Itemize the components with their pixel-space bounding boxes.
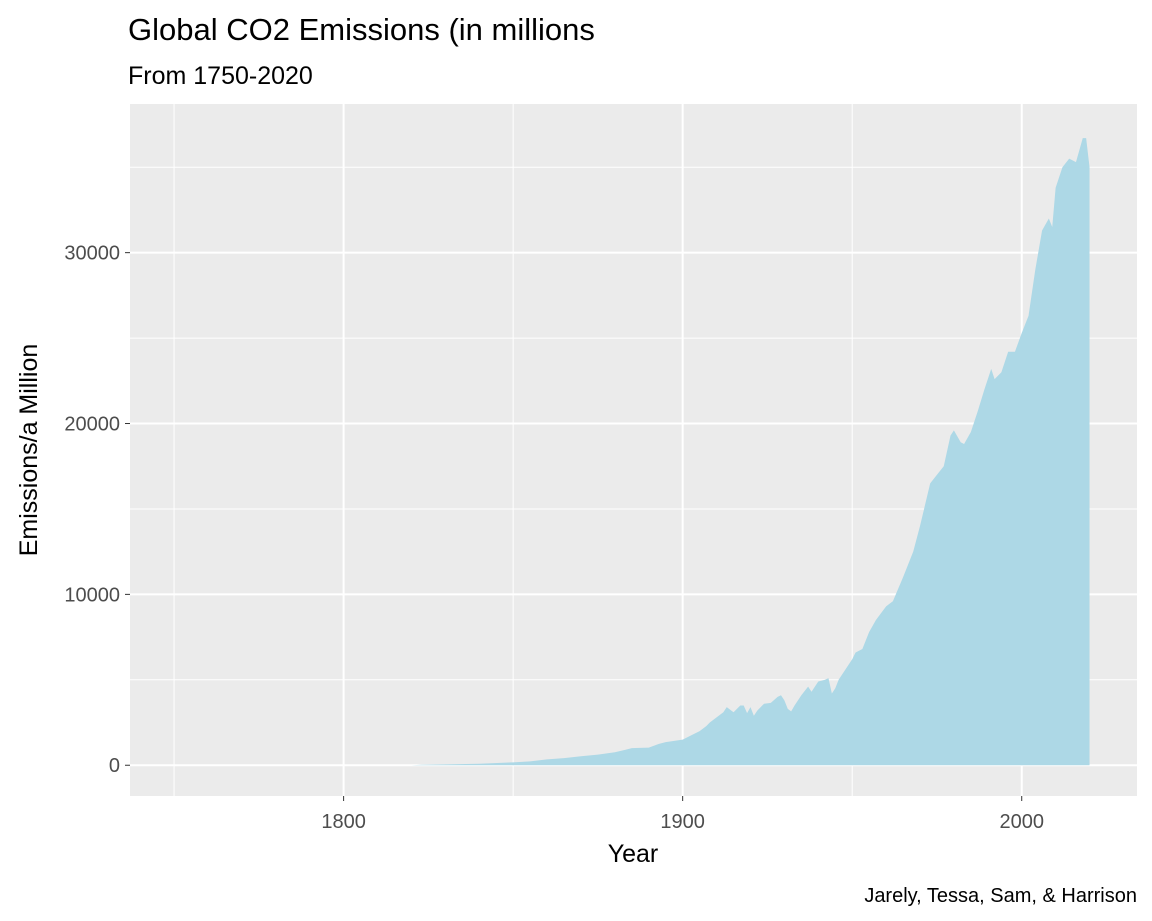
y-tick-label: 20000 [64,414,120,436]
y-tick-label: 0 [109,755,120,777]
x-tick-label: 1900 [660,811,705,833]
x-tick-label: 2000 [999,811,1044,833]
x-tick-label: 1800 [321,811,366,833]
minor-gridlines [130,104,1137,796]
y-axis-title: Emissions/a Million [15,344,43,557]
area-layer [174,138,1090,766]
chart-title: Global CO2 Emissions (in millions [128,12,595,47]
y-tick-label: 10000 [64,584,120,606]
chart-caption: Jarely, Tessa, Sam, & Harrison [864,885,1137,907]
y-axis-ticks: 0 10000 20000 30000 [64,243,130,777]
y-tick-label: 30000 [64,243,120,265]
emissions-area [174,138,1090,766]
chart-subtitle: From 1750-2020 [128,62,313,90]
x-axis-ticks: 1800 1900 2000 [321,796,1044,833]
x-axis-title: Year [608,840,659,868]
